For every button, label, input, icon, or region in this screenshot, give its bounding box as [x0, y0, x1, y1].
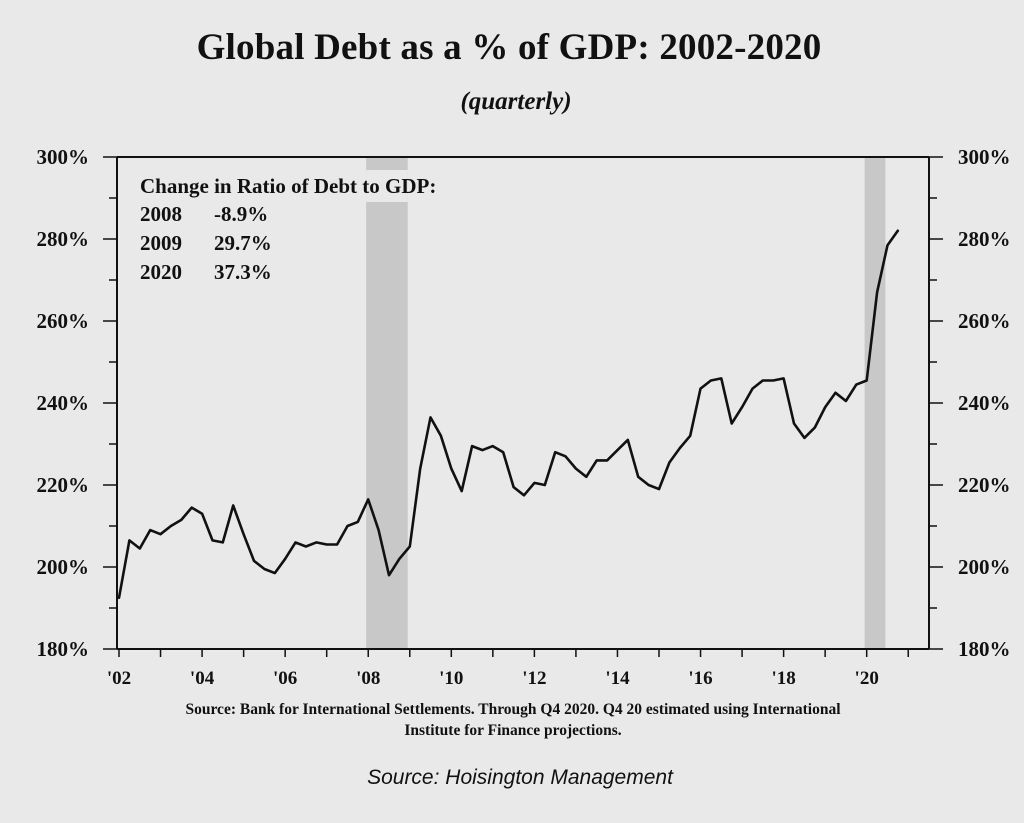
source-note-line-1: Source: Bank for International Settlemen…	[185, 701, 841, 718]
annotation-year: 2020	[140, 260, 182, 284]
credit-line: Source: Hoisington Management	[367, 766, 673, 789]
y-tick-label-right: 280%	[958, 227, 1011, 251]
source-note: Source: Bank for International Settlemen…	[0, 699, 1024, 741]
x-tick-label: '20	[855, 668, 879, 689]
y-tick-label-left: 200%	[37, 555, 90, 579]
x-tick-label: '02	[107, 668, 131, 689]
y-tick-label-right: 260%	[958, 309, 1011, 333]
annotation-heading: Change in Ratio of Debt to GDP:	[140, 174, 436, 198]
chart-subtitle: (quarterly)	[460, 88, 572, 115]
annotation-value: 37.3%	[214, 260, 272, 284]
y-tick-label-left: 220%	[37, 473, 90, 497]
y-tick-label-left: 240%	[37, 391, 90, 415]
y-tick-label-left: 260%	[37, 309, 90, 333]
x-tick-label: '04	[190, 668, 215, 689]
y-tick-label-right: 240%	[958, 391, 1011, 415]
y-tick-label-left: 280%	[37, 227, 90, 251]
line-chart: 180% 180% 200% 200% 220% 220% 240% 240% 260% 260%…	[37, 145, 1011, 689]
x-tick-label: '16	[688, 668, 712, 689]
annotation-year: 2009	[140, 231, 182, 255]
y-tick-label-right: 220%	[958, 473, 1011, 497]
x-tick-label: '06	[273, 668, 297, 689]
series-line-global-debt	[117, 229, 900, 600]
y-tick-label-right: 300%	[958, 145, 1011, 169]
source-note-line-2: Institute for Finance projections.	[404, 722, 622, 739]
annotation-value: -8.9%	[214, 202, 268, 226]
y-tick-label-left: 300%	[37, 145, 90, 169]
recession-band	[864, 158, 886, 649]
x-tick-label: '14	[605, 668, 630, 689]
x-tick-label: '12	[522, 668, 546, 689]
x-tick-label: '08	[356, 668, 380, 689]
x-tick-label: '10	[439, 668, 463, 689]
annotation-value: 29.7%	[214, 231, 272, 255]
recession-band	[366, 158, 408, 649]
chart-title: Global Debt as a % of GDP: 2002-2020	[196, 27, 822, 68]
annotation-backdrop	[366, 170, 408, 202]
y-tick-label-left: 180%	[37, 637, 90, 661]
annotation-year: 2008	[140, 202, 182, 226]
y-tick-label-right: 180%	[958, 637, 1011, 661]
x-tick-label: '18	[771, 668, 795, 689]
y-tick-label-right: 200%	[958, 555, 1011, 579]
